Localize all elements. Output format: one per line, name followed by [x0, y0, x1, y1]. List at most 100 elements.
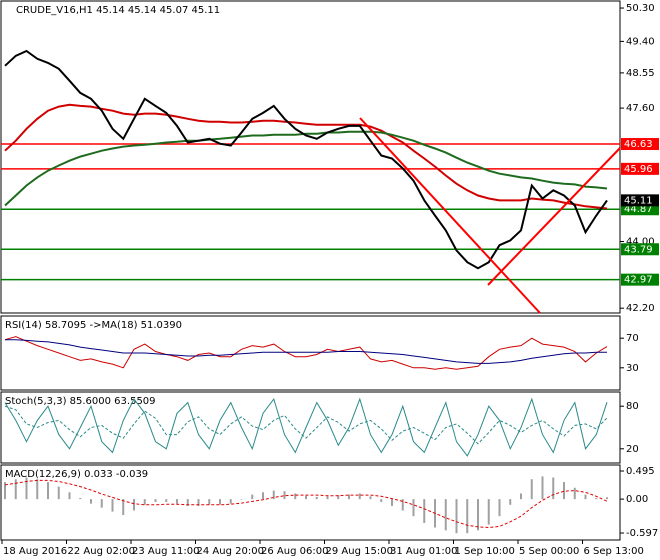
trend-lines	[359, 117, 621, 314]
series-line	[4, 103, 608, 210]
level-label: 42.97	[624, 275, 653, 286]
trend-line	[359, 117, 541, 314]
histogram-bar	[143, 499, 146, 505]
histogram-bar	[25, 477, 28, 500]
level-label: 45.96	[624, 164, 653, 175]
histogram-bar	[272, 490, 275, 500]
panel-frame	[0, 391, 621, 464]
x-tick-label: 18 Aug 2016	[3, 546, 67, 557]
histogram-bar	[401, 499, 404, 511]
level-label: 43.79	[624, 244, 653, 255]
histogram-bar	[68, 492, 71, 500]
histogram-bar	[380, 499, 383, 502]
last-price-box	[621, 194, 659, 207]
y-tick-label: -0.597	[626, 528, 658, 539]
y-tick-label: 30	[626, 363, 639, 374]
histogram-bar	[358, 493, 361, 500]
x-tick-label: 24 Aug 20:00	[197, 546, 264, 557]
histogram-bar	[154, 499, 157, 502]
histogram-bar	[595, 497, 598, 500]
last-price-label: 45.11	[624, 195, 653, 206]
panel-frame	[0, 0, 621, 314]
level-label-box	[621, 138, 659, 151]
histogram-bar	[219, 499, 221, 505]
histogram-bar	[294, 493, 297, 500]
y-tick-label: 49.40	[626, 36, 655, 47]
y-tick-label: 48.55	[626, 68, 655, 79]
panel-frame	[0, 315, 621, 391]
histogram-bar	[337, 495, 340, 500]
panel-title: MACD(12,26,9) 0.033 -0.039	[5, 469, 148, 480]
y-tick-label: 44.00	[626, 236, 655, 247]
y-tick-label: 80	[626, 401, 639, 412]
histogram-bar	[391, 499, 393, 506]
histogram-bar	[305, 495, 307, 500]
x-tick-label: 1 Sep 10:00	[455, 546, 515, 557]
histogram-bar	[412, 499, 415, 517]
series-line	[4, 479, 608, 529]
histogram-bar	[520, 493, 522, 500]
series-line	[4, 49, 608, 270]
level-label-box	[621, 162, 659, 175]
histogram-bar	[165, 499, 168, 502]
level-label-box	[621, 243, 659, 256]
series-line	[4, 130, 608, 207]
histogram-bar	[541, 476, 544, 500]
histogram-bar	[563, 482, 565, 500]
x-tick-label: 29 Aug 15:00	[326, 546, 393, 557]
histogram-bar	[262, 492, 264, 500]
series-line	[4, 405, 608, 445]
histogram-bar	[552, 477, 555, 500]
histogram-bar	[487, 499, 490, 525]
histogram-bar	[240, 499, 243, 500]
histogram-bar	[197, 499, 200, 506]
y-tick-label: 20	[626, 444, 639, 455]
histogram-bar	[455, 499, 458, 534]
histogram-bar	[79, 497, 82, 500]
level-label: 46.63	[624, 139, 653, 150]
x-tick-label: 6 Sep 13:00	[584, 546, 644, 557]
histogram-bar	[186, 499, 189, 506]
series-line	[4, 397, 608, 457]
histogram-bar	[477, 499, 479, 531]
x-tick-label: 23 Aug 11:00	[132, 546, 199, 557]
histogram-bar	[47, 482, 49, 500]
panel-title: CRUDE_V16,H1 45.14 45.14 45.07 45.11	[16, 5, 220, 16]
histogram-bar	[466, 499, 469, 534]
y-tick-label: 42.20	[626, 303, 655, 314]
histogram-bar	[4, 482, 6, 500]
histogram-bar	[229, 499, 232, 504]
series-line	[4, 336, 608, 370]
y-tick-label: 50.30	[626, 3, 655, 14]
histogram-bar	[176, 499, 178, 504]
histogram-bar	[423, 499, 426, 523]
level-label: 44.87	[624, 204, 653, 215]
histogram-bar	[584, 494, 587, 500]
histogram-bar	[111, 499, 114, 512]
histogram-bar	[498, 499, 501, 517]
series-line	[5, 339, 608, 364]
histogram-bar	[208, 499, 211, 505]
y-tick-label: 0.00	[626, 494, 648, 505]
panel-title: RSI(14) 58.7095 ->MA(18) 51.0390	[5, 320, 182, 331]
y-tick-label: 70	[626, 333, 639, 344]
histogram-bar	[100, 499, 103, 508]
histogram-bar	[283, 491, 286, 500]
histogram-bar	[606, 497, 608, 500]
histogram-bar	[444, 499, 447, 531]
histogram-bar	[573, 487, 576, 500]
histogram-bar	[369, 496, 372, 500]
histogram-bar	[530, 479, 533, 500]
y-tick-label: 47.60	[626, 103, 655, 114]
x-tick-label: 22 Aug 02:00	[68, 546, 135, 557]
histogram-bar	[326, 496, 329, 500]
histogram-bar	[14, 479, 17, 500]
histogram-bar	[509, 499, 512, 505]
histogram-bar	[122, 499, 125, 516]
histogram-bar	[315, 496, 318, 500]
level-label-box	[621, 273, 659, 286]
histogram-bar	[133, 499, 135, 511]
histogram-bar	[90, 499, 92, 504]
trend-line	[487, 147, 621, 286]
